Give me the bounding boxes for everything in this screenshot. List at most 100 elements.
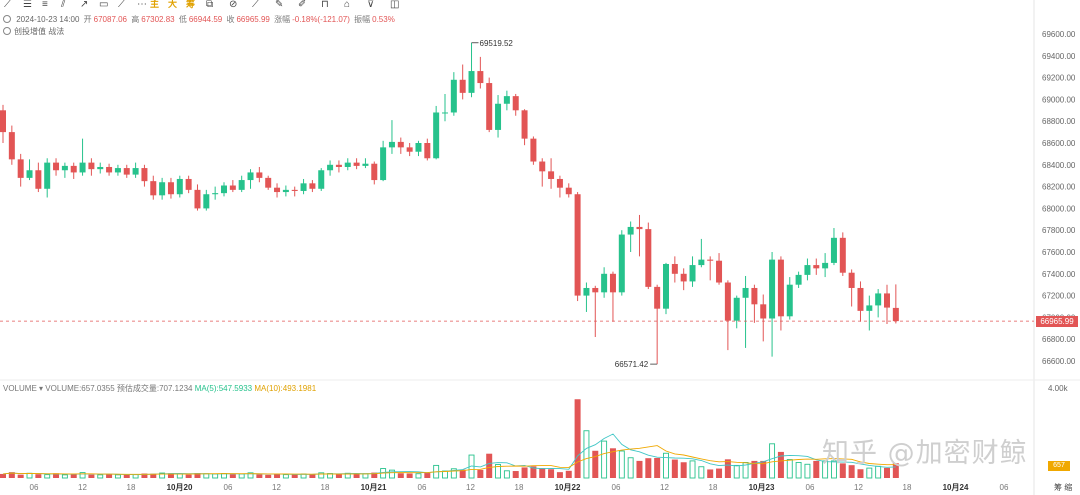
volume-bar (884, 467, 890, 478)
candle-body (742, 287, 749, 298)
collapse-icon[interactable] (3, 15, 11, 23)
candle-body (256, 172, 263, 178)
channel-icon[interactable]: ⫽ (61, 0, 66, 10)
candle-body (362, 163, 369, 166)
volume-bar (450, 468, 457, 479)
candle-body (203, 194, 210, 209)
volume-bar (415, 473, 422, 479)
corner-label[interactable]: 筹 缩 (1054, 483, 1073, 492)
volume-bar (671, 459, 678, 478)
ray-icon[interactable]: ⟋ (118, 0, 125, 10)
x-tick-label: 10月24 (943, 483, 969, 492)
info-datetime: 2024-10-23 14:00 (16, 15, 80, 24)
volume-bar (353, 473, 360, 478)
candle-body (645, 229, 652, 287)
volume-bar (848, 465, 855, 478)
trash-icon[interactable]: ⌂ (344, 0, 351, 10)
y-tick-label: 69600.00 (1042, 30, 1076, 39)
candle-body (123, 168, 130, 175)
volume-ma10-line (2, 445, 896, 475)
lines-icon[interactable]: ☰ (23, 0, 32, 10)
candle-body (0, 110, 6, 133)
info-high: 67302.83 (141, 15, 175, 24)
volume-bar (442, 470, 448, 479)
compare-icon[interactable]: ⊘ (229, 0, 238, 10)
volume-bar (194, 473, 201, 478)
candle-body (397, 141, 404, 148)
candle-body (521, 110, 528, 139)
candle-body (627, 226, 634, 235)
eye-icon[interactable] (3, 27, 11, 35)
candle-body (282, 189, 289, 193)
volume-bar (159, 472, 166, 479)
volume-bar (857, 469, 864, 478)
x-tick-label: 10月23 (749, 483, 775, 492)
x-tick-label: 12 (272, 483, 281, 492)
x-tick-label: 06 (612, 483, 621, 492)
filter-icon[interactable]: ⊽ (367, 0, 375, 10)
candle-body (79, 162, 86, 173)
info-low: 66944.59 (188, 15, 223, 24)
volume-bar (574, 399, 581, 478)
candle-body (477, 71, 484, 84)
indicator-label[interactable]: 创投增值 战法 (3, 26, 64, 37)
volume-bar (362, 473, 369, 479)
volume-bar (132, 474, 139, 479)
candle-body (609, 273, 616, 293)
volume-bar (680, 462, 687, 478)
volume-value: VOLUME:657.0355 (45, 384, 115, 393)
volume-bar (459, 469, 466, 478)
info-amp: 0.53% (372, 15, 395, 24)
volume-dropdown-icon[interactable]: ▾ (39, 384, 44, 393)
rect-icon[interactable]: ▭ (99, 0, 109, 10)
volume-bar (831, 460, 837, 479)
candle-body (53, 162, 60, 171)
y-tick-label: 69000.00 (1042, 95, 1076, 104)
ruler-icon[interactable]: ⟋ (252, 0, 259, 10)
candle-body (212, 193, 219, 195)
info-change: -0.18%(-121.07) (292, 15, 350, 24)
volume-bar (88, 474, 95, 478)
candle-body (344, 162, 351, 167)
layers-icon[interactable]: ◫ (390, 0, 400, 10)
volume-bar (636, 460, 643, 478)
annotation-low: 66571.42 (615, 360, 649, 369)
volume-bar (503, 470, 510, 479)
candle-body (663, 263, 669, 309)
hlines-icon[interactable]: ≡ (42, 0, 48, 10)
candle-body (97, 166, 104, 170)
candle-body (167, 182, 174, 195)
volume-bar (486, 453, 493, 478)
ohlc-info-bar: 2024-10-23 14:00 开 67087.06 高 67302.83 低 66… (3, 14, 397, 24)
volume-bar (822, 460, 829, 479)
indicator-button-2[interactable]: 筹 (186, 0, 196, 9)
candle-body (839, 237, 846, 273)
candle-body (592, 287, 599, 293)
pen-icon[interactable]: ⟋ (4, 0, 11, 10)
y-tick-label: 68400.00 (1042, 161, 1076, 170)
arrow-icon[interactable]: ↗ (80, 0, 89, 10)
indicator-button-0[interactable]: 主 (150, 0, 160, 9)
candle-body (335, 164, 342, 167)
more-icon[interactable]: ⋯ (137, 0, 147, 10)
indicator-button-1[interactable]: 大 (168, 0, 178, 9)
candle-body (388, 141, 395, 148)
y-tick-label: 68200.00 (1042, 183, 1076, 192)
candle-body (892, 307, 899, 322)
volume-bar (786, 459, 793, 479)
draw-icon[interactable]: ✐ (298, 0, 307, 10)
candle-body (574, 194, 581, 296)
lock-icon[interactable]: ⊓ (321, 0, 329, 10)
volume-bar (724, 459, 731, 478)
volume-bar (256, 474, 263, 478)
brush-icon[interactable]: ✎ (275, 0, 284, 10)
candle-body (17, 159, 24, 178)
y-tick-label: 67400.00 (1042, 270, 1076, 279)
volume-bar (654, 457, 661, 478)
volume-bar (892, 463, 899, 478)
volume-bar (53, 473, 60, 478)
candle-body (716, 260, 723, 283)
copy-icon[interactable]: ⧉ (206, 0, 214, 10)
volume-bar (0, 473, 6, 478)
